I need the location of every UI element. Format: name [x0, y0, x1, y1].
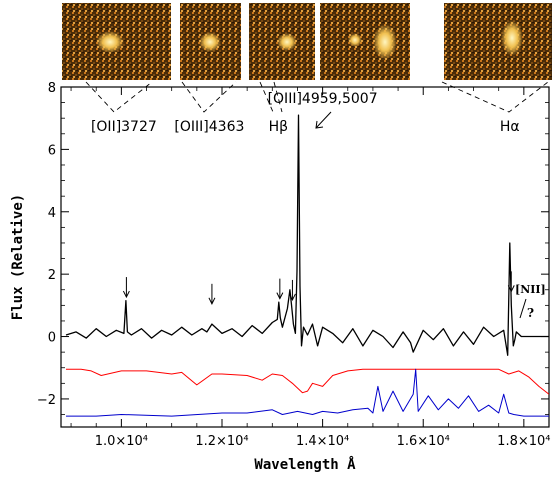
series-layer [65, 114, 549, 417]
thumbnail-hbeta [249, 3, 315, 80]
down-arrow-icon-head [288, 293, 296, 302]
sky-emission-line [66, 368, 549, 417]
thumbnail-oii [62, 3, 171, 80]
y-axis-ticks: −2 0 2 4 6 8 [37, 81, 549, 415]
emission-line-label: Hβ [269, 119, 288, 135]
nii-question-mark: ? [527, 306, 534, 320]
y-tick-label: 2 [48, 268, 56, 283]
down-arrow-icon-head [208, 297, 216, 305]
down-arrow-icon-head [507, 285, 515, 293]
thumbnail-connectors [85, 81, 549, 113]
line-arrows [122, 111, 515, 305]
thumbnail-halpha [444, 3, 552, 80]
y-tick-label: 0 [48, 331, 56, 346]
y-tick-label: 4 [48, 206, 56, 221]
x-tick-label: 1.0×10⁴ [95, 434, 148, 449]
x-axis-title: Wavelength Å [254, 456, 356, 473]
thumbnail-oiii-4363 [180, 3, 241, 80]
nii-pointer [519, 298, 527, 319]
emission-line-label: [OII]3727 [91, 119, 157, 135]
sky-transmission-line [66, 368, 549, 395]
down-arrow-icon-head [122, 290, 130, 299]
x-tick-label: 1.4×10⁴ [296, 434, 349, 449]
y-tick-label: 6 [48, 143, 56, 158]
x-tick-label: 1.8×10⁴ [497, 434, 550, 449]
x-tick-label: 1.2×10⁴ [195, 434, 248, 449]
x-tick-label: 1.6×10⁴ [397, 434, 450, 449]
spectrum-line [65, 114, 549, 356]
thumbnail-oiii-4959-5007 [320, 3, 410, 80]
nii-label: [NII] [515, 283, 546, 296]
down-arrow-icon-head [276, 292, 284, 300]
x-axis-ticks: 1.0×10⁴ 1.2×10⁴ 1.4×10⁴ 1.6×10⁴ 1.8×10⁴ [70, 87, 551, 449]
y-tick-label: 8 [48, 81, 56, 96]
plot-frame [60, 86, 550, 428]
y-axis-title: Flux (Relative) [10, 194, 26, 320]
emission-line-label: [OIII]4959,5007 [268, 91, 378, 107]
emission-line-labels: [OII]3727 [OIII]4363 Hβ [OIII]4959,5007 Hα [91, 91, 520, 135]
diagonal-arrow-icon-head [315, 120, 324, 129]
y-tick-label: −2 [37, 393, 56, 408]
diagonal-arrow-icon [315, 111, 332, 129]
emission-line-label: Hα [500, 119, 520, 135]
emission-line-label: [OIII]4363 [174, 119, 244, 135]
